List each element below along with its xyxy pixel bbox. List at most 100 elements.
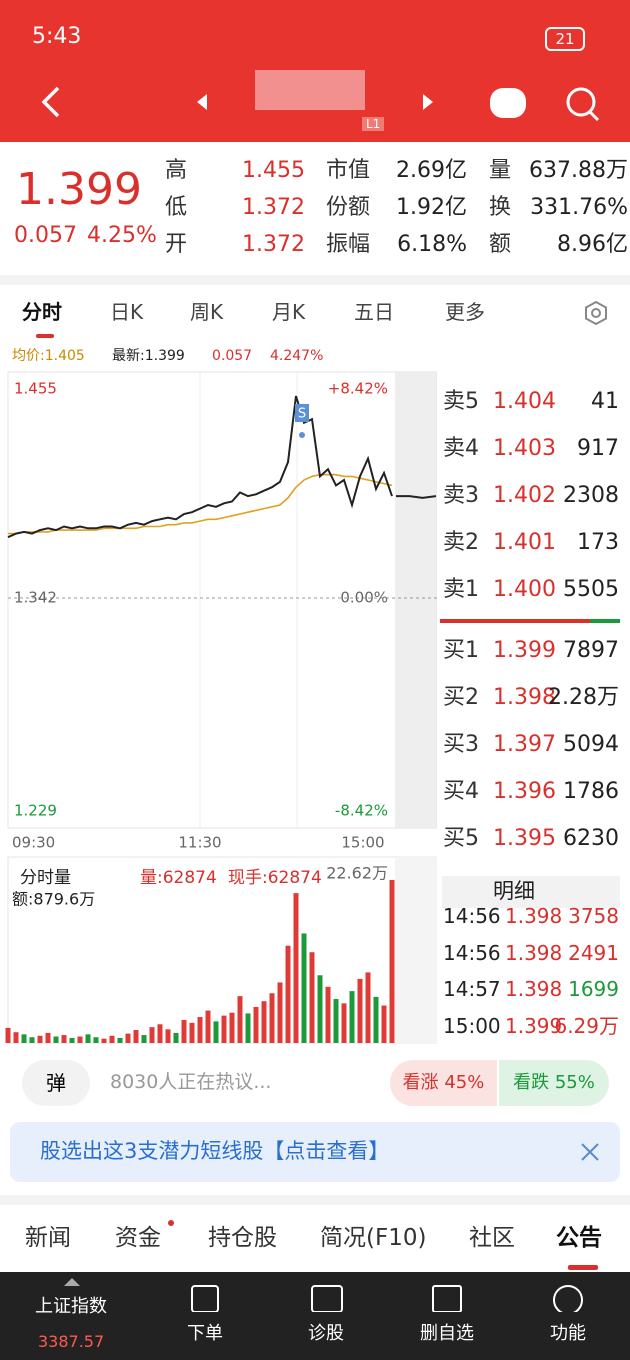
vote-down[interactable]: 看跌 55% (499, 1060, 609, 1106)
trade-price: 1.398 (505, 904, 563, 928)
vol-bar (133, 1030, 139, 1043)
status-time: 5:43 (32, 24, 82, 49)
vol-bar (5, 1027, 11, 1043)
book-label: 买5 (443, 826, 479, 851)
nav-item[interactable]: 下单 (187, 1323, 223, 1344)
book-price: 1.404 (493, 389, 556, 414)
nav-item[interactable]: 功能 (550, 1323, 586, 1344)
percent-info: 4.247% (270, 348, 324, 364)
vol-amount: 额:879.6万 (12, 890, 95, 909)
vol-bar (181, 1019, 187, 1043)
change-info: 0.057 (212, 348, 253, 364)
stat-value: 6.18% (397, 232, 467, 257)
trades-title[interactable]: 明细 (493, 879, 535, 903)
vol-bar (205, 1010, 211, 1043)
book-label: 卖5 (443, 389, 479, 414)
vol-bar (293, 893, 299, 1043)
bottom-tab[interactable]: 公告 (556, 1225, 602, 1251)
nav-item[interactable]: 诊股 (308, 1323, 344, 1344)
avg-line (8, 473, 393, 535)
stat-label: 份额 (326, 195, 371, 220)
chart: 1.455 +8.42% 1.342 0.00% 1.229 -8.42% 09:30 11:… (5, 371, 437, 1044)
book-divider (590, 619, 620, 623)
trade-vol: 6.29万 (554, 1013, 619, 1038)
discussion-text[interactable]: 8030人正在热议... (110, 1071, 272, 1093)
index-name[interactable]: 上证指数 (35, 1296, 107, 1317)
settings[interactable] (583, 300, 609, 326)
tab[interactable]: 更多 (445, 300, 485, 324)
trade-price: 1.398 (505, 977, 563, 1001)
tab[interactable]: 周K (190, 300, 224, 324)
book-price: 1.399 (493, 638, 556, 663)
vol-bar (389, 880, 395, 1043)
after-hours-line (396, 495, 437, 499)
vol-bar (37, 1035, 43, 1043)
trade-time: 14:56 (443, 940, 501, 965)
vol-bar (149, 1027, 155, 1043)
close[interactable] (580, 1142, 600, 1162)
vol-bar (285, 945, 291, 1043)
danmu-btn[interactable]: 弹 (22, 1060, 90, 1106)
vol-bar (13, 1032, 19, 1043)
stat-label: 低 (165, 195, 188, 220)
vol-bar (253, 1006, 259, 1043)
vol-bar (245, 1013, 251, 1043)
trade-vol: 3758 (568, 904, 619, 928)
book-label: 卖2 (443, 530, 479, 555)
banner[interactable]: 股选出这3支潜力短线股【点击查看】 (40, 1139, 390, 1163)
stat-value: 2.69亿 (396, 158, 467, 183)
vol-bar (309, 952, 315, 1043)
vol-bar (53, 1036, 59, 1043)
vol-frame (7, 856, 437, 1044)
nav-icons (64, 1278, 583, 1312)
vol-bar (341, 1003, 347, 1043)
chart-frame (7, 371, 437, 829)
vol-bar (325, 986, 331, 1043)
book-vol: 2308 (563, 483, 619, 508)
price-line (7, 395, 393, 539)
bottom-tab[interactable]: 持仓股 (208, 1225, 277, 1251)
trade-vol: 1699 (568, 977, 619, 1001)
tab[interactable]: 分时 (22, 300, 62, 324)
book-vol: 6230 (563, 826, 619, 851)
vol-bar (373, 996, 379, 1043)
vol-name: 分时量 (20, 868, 71, 888)
marker-dot (299, 432, 305, 438)
vol-bar (173, 1032, 179, 1043)
book-price: 1.400 (493, 577, 556, 602)
vol-bar (333, 999, 339, 1043)
vol-bar (125, 1033, 131, 1043)
tab[interactable]: 月K (272, 300, 306, 324)
stat-label: 换 (489, 195, 512, 220)
vol-bar (317, 975, 323, 1043)
stat-label: 量 (489, 158, 512, 183)
bottom-tab[interactable]: 新闻 (25, 1225, 71, 1251)
bottom-tab[interactable]: 资金 (115, 1225, 161, 1251)
x-label: 15:00 (341, 834, 384, 852)
book-vol: 5094 (563, 732, 619, 757)
vol-bar (109, 1035, 115, 1043)
bottom-tab[interactable]: 社区 (469, 1225, 515, 1251)
vol-bar (85, 1034, 91, 1043)
stat-value: 637.88万 (529, 158, 628, 183)
bottom-tab[interactable]: 简况(F10) (320, 1225, 427, 1251)
book-price: 1.398 (493, 685, 556, 710)
back[interactable] (41, 86, 60, 118)
y-tick-label: 1.455 (14, 380, 57, 398)
vol-bar (365, 972, 371, 1043)
nav-item[interactable]: 删自选 (420, 1323, 474, 1344)
robot[interactable] (490, 88, 526, 118)
vol-bar (157, 1024, 163, 1043)
book-label: 卖4 (443, 436, 479, 461)
tab[interactable]: 五日 (354, 300, 394, 324)
vote-up[interactable]: 看涨 45% (390, 1060, 497, 1106)
index-value: 3387.57 (38, 1332, 105, 1351)
x-label: 09:30 (12, 834, 55, 852)
book-label: 买1 (443, 638, 479, 663)
vol-bar (165, 1029, 171, 1043)
search[interactable] (566, 87, 596, 117)
stat-label: 额 (489, 232, 512, 257)
header-icons (41, 70, 600, 122)
tab[interactable]: 日K (110, 300, 144, 324)
